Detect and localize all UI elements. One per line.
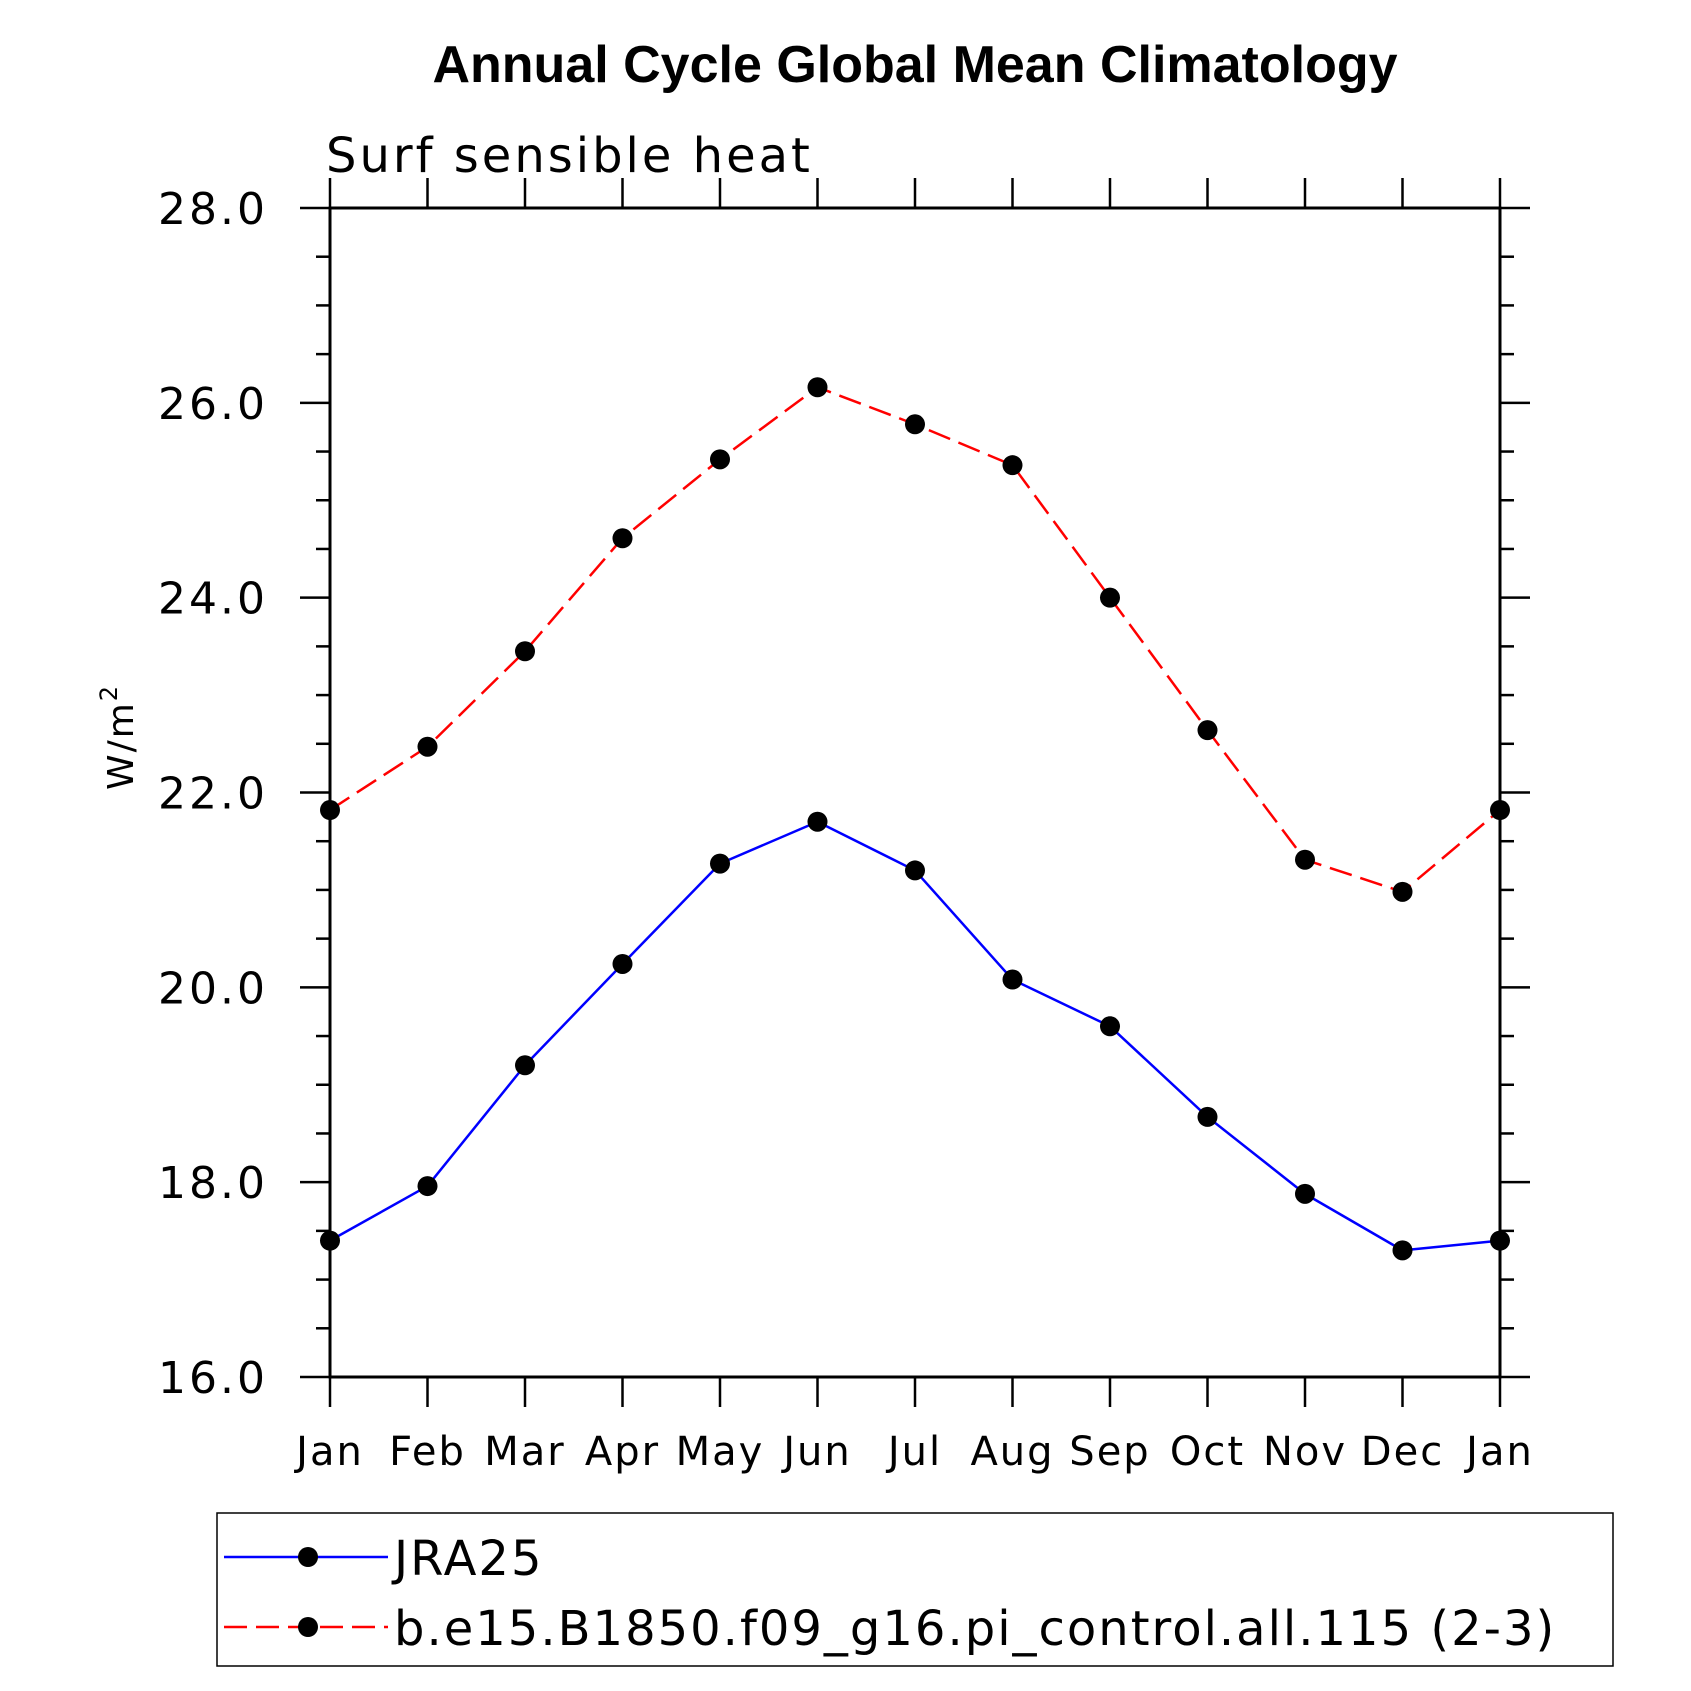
y-axis-label-unit: W/m — [101, 701, 142, 790]
y-axis-label-superscript: 2 — [95, 684, 123, 701]
x-tick-label: Jan — [1463, 1429, 1534, 1475]
series-0-point — [612, 953, 633, 974]
y-tick-label: 26.0 — [158, 379, 268, 430]
y-tick-label: 20.0 — [158, 963, 268, 1014]
series-0-point — [710, 853, 730, 874]
x-tick-label: Apr — [585, 1429, 660, 1475]
legend-box — [216, 1512, 1614, 1667]
legend-marker-b1850 — [298, 1617, 318, 1637]
series-1-point — [905, 414, 925, 435]
y-tick-label: 18.0 — [158, 1158, 268, 1209]
x-tick-label: Jun — [780, 1429, 852, 1475]
series-1-point — [1002, 455, 1023, 476]
legend-label-jra25: JRA25 — [391, 1531, 543, 1587]
series-1-point — [1100, 587, 1120, 608]
series-0-point — [1295, 1183, 1315, 1204]
axis-ticks — [300, 178, 1530, 1407]
series-0-point — [417, 1176, 438, 1197]
series-1-point — [710, 449, 730, 470]
series-0-point — [320, 1230, 340, 1251]
x-tick-label: Aug — [970, 1429, 1054, 1475]
x-tick-label: Oct — [1170, 1429, 1245, 1475]
series-1-point — [612, 528, 633, 549]
y-tick-label: 24.0 — [158, 574, 268, 625]
series-1-point — [1490, 800, 1510, 821]
chart-subtitle: Surf sensible heat — [326, 128, 813, 184]
x-tick-label: Dec — [1361, 1429, 1444, 1475]
y-tick-label: 16.0 — [158, 1353, 268, 1404]
series-1-point — [320, 800, 340, 821]
x-tick-label: Jan — [293, 1429, 364, 1475]
legend-label-b1850: b.e15.B1850.f09_g16.pi_control.all.115 (… — [394, 1601, 1556, 1657]
x-tick-label: Sep — [1069, 1429, 1150, 1475]
y-axis-label: W/m2 — [95, 684, 142, 790]
y-tick-label: 22.0 — [158, 769, 268, 820]
series-0-point — [1197, 1106, 1218, 1127]
x-tick-label: May — [676, 1429, 765, 1475]
series-0-point — [905, 860, 925, 881]
series-1-point — [1197, 720, 1218, 741]
series-0-point — [1100, 1016, 1120, 1037]
legend: JRA25 b.e15.B1850.f09_g16.pi_control.all… — [216, 1512, 1614, 1667]
series-1-point — [417, 736, 438, 757]
series-layer — [320, 377, 1510, 1261]
x-tick-label: Mar — [484, 1429, 565, 1475]
x-tick-label: Feb — [389, 1429, 466, 1475]
series-1-point — [1295, 849, 1315, 870]
x-tick-label: Jul — [885, 1429, 942, 1475]
series-0-point — [515, 1055, 535, 1076]
series-1-point — [1392, 881, 1413, 902]
series-0-point — [1490, 1230, 1510, 1251]
x-tick-label: Nov — [1263, 1429, 1347, 1475]
legend-marker-jra25 — [298, 1547, 318, 1567]
series-1-point — [807, 377, 828, 398]
y-tick-label: 28.0 — [158, 184, 268, 235]
chart-title: Annual Cycle Global Mean Climatology — [432, 36, 1397, 94]
series-line-0 — [329, 820, 1501, 1252]
series-1-point — [515, 641, 535, 662]
plot-frame — [328, 206, 1502, 1379]
series-line-1 — [329, 385, 1501, 894]
y-tick-labels: 16.0 18.0 20.0 22.0 24.0 26.0 28.0 — [158, 184, 268, 1404]
series-0-point — [807, 811, 828, 832]
series-0-point — [1002, 969, 1023, 990]
x-tick-labels: Jan Feb Mar Apr May Jun Jul Aug Sep Oct Nov Dec Jan — [293, 1429, 1534, 1475]
series-0-point — [1392, 1240, 1413, 1261]
